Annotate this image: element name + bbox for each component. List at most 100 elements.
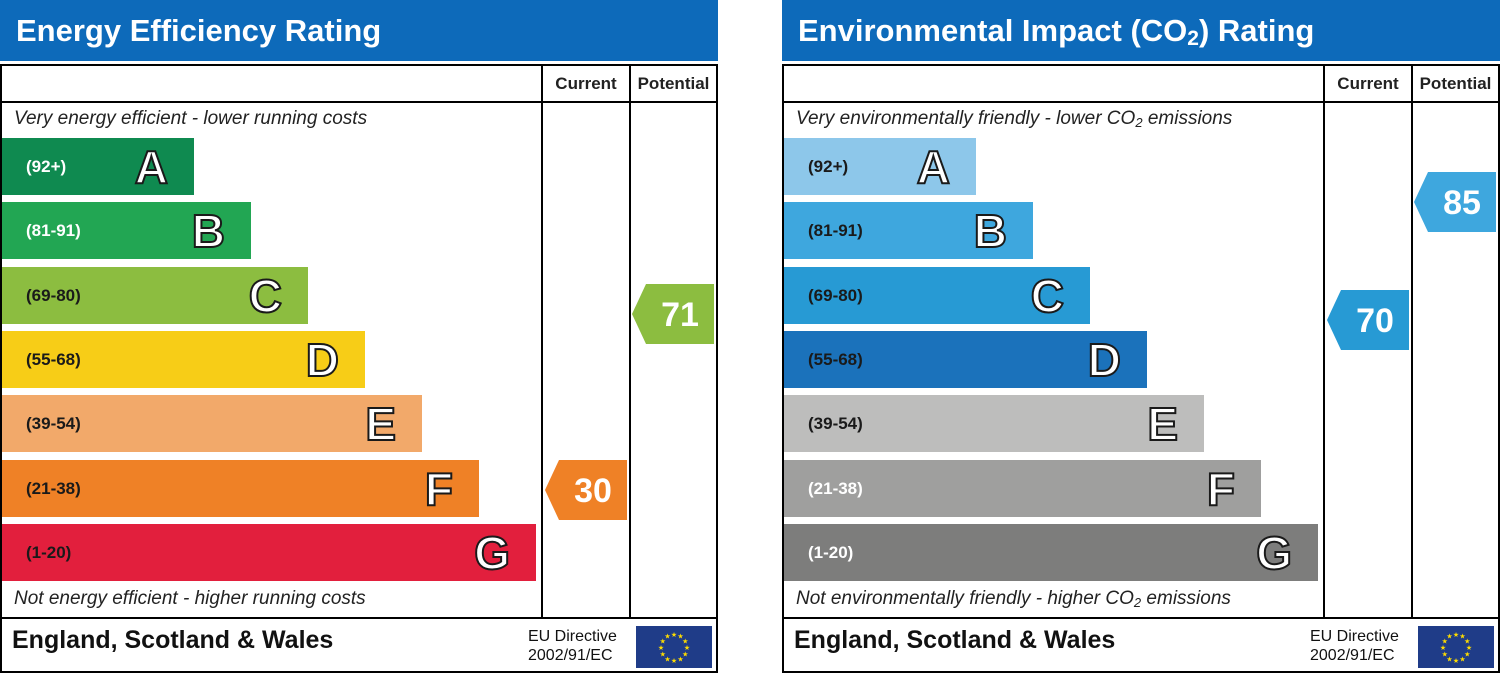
- bar-c: (69-80) C: [2, 266, 308, 324]
- eu-directive-line2: 2002/91/EC: [1310, 647, 1395, 664]
- eu-star-icon: ★: [684, 644, 690, 652]
- current-marker-arrow: [545, 459, 627, 520]
- eu-directive-line1: EU Directive: [1310, 628, 1399, 645]
- eu-star-icon: ★: [1446, 655, 1452, 663]
- bottom-note: Not energy efficient - higher running co…: [14, 588, 366, 609]
- title-end: ) Rating: [1198, 13, 1315, 48]
- potential-marker-arrow: [632, 283, 714, 344]
- eu-star-icon: ★: [1464, 638, 1470, 646]
- column-divider: [629, 64, 631, 619]
- eu-star-icon: ★: [677, 633, 683, 641]
- bar-f: (21-38) F: [2, 459, 479, 517]
- bar-range-label: (21-38): [26, 478, 81, 498]
- eu-star-icon: ★: [1453, 657, 1459, 665]
- eu-star-icon: ★: [682, 638, 688, 646]
- bar-e: (39-54) E: [2, 395, 422, 453]
- bar-range-label: (1-20): [808, 542, 854, 562]
- bar-b: (81-91) B: [2, 202, 251, 260]
- bar-range-label: (81-91): [808, 221, 863, 241]
- chart-title: Energy Efficiency Rating: [0, 0, 718, 61]
- top-note-sub: 2: [1135, 115, 1143, 130]
- bar-letter-label: A: [134, 140, 169, 194]
- bar-range-label: (55-68): [808, 349, 863, 369]
- eu-star-icon: ★: [1442, 651, 1448, 659]
- title-sub: 2: [1187, 27, 1199, 50]
- current-rating-value: 30: [574, 471, 612, 510]
- bar-letter-label: D: [1087, 333, 1122, 387]
- potential-column-header: Potential: [637, 74, 710, 93]
- eu-star-icon: ★: [1466, 644, 1472, 652]
- bar-letter-label: B: [191, 204, 226, 258]
- column-divider: [1323, 64, 1325, 619]
- eu-star-icon: ★: [1440, 644, 1446, 652]
- header-divider: [0, 101, 718, 103]
- eu-star-icon: ★: [1459, 655, 1465, 663]
- bar-c: (69-80) C: [784, 266, 1090, 324]
- bar-letter-label: D: [305, 333, 340, 387]
- title-main: Environmental Impact (CO: [798, 13, 1188, 48]
- bar-range-label: (69-80): [808, 285, 863, 305]
- current-rating-value: 70: [1356, 301, 1394, 340]
- bar-range-label: (39-54): [808, 414, 863, 434]
- bar-letter-label: E: [1146, 397, 1179, 451]
- bar-d: (55-68) D: [784, 330, 1147, 388]
- potential-column-header: Potential: [1419, 74, 1492, 93]
- bar-range-label: (92+): [808, 157, 849, 176]
- energy-efficiency-panel: Energy Efficiency Rating Current Potenti…: [0, 0, 718, 675]
- eu-star-icon: ★: [658, 644, 664, 652]
- top-note-end: emissions: [1142, 108, 1233, 129]
- bar-range-label: (55-68): [26, 349, 81, 369]
- bar-letter-label: F: [1206, 462, 1236, 516]
- bar-letter-label: C: [1030, 269, 1065, 323]
- bottom-note-sub: 2: [1133, 595, 1142, 610]
- chart-frame: [0, 64, 718, 673]
- bar-range-label: (69-80): [26, 285, 81, 305]
- bar-letter-label: C: [248, 269, 283, 323]
- potential-rating-marker: 71: [632, 283, 714, 344]
- footer-divider: [0, 617, 718, 619]
- eu-flag-icon: ★ ★ ★ ★ ★ ★ ★ ★ ★ ★ ★ ★: [636, 626, 712, 668]
- bar-range-label: (21-38): [808, 478, 863, 498]
- bar-f: (21-38) F: [784, 459, 1261, 517]
- eu-star-icon: ★: [660, 651, 666, 659]
- potential-marker-arrow: [1414, 172, 1496, 233]
- eu-star-icon: ★: [660, 638, 666, 646]
- bar-range-label: (1-20): [26, 542, 72, 562]
- bar-letter-label: G: [473, 526, 511, 580]
- footer-region: England, Scotland & Wales: [12, 626, 334, 654]
- footer-region: England, Scotland & Wales: [794, 626, 1116, 654]
- bar-letter-label: E: [364, 397, 397, 451]
- header-divider: [782, 101, 1500, 103]
- eu-star-icon: ★: [1453, 631, 1459, 639]
- bar-a: (92+) A: [784, 138, 976, 195]
- bar-letter-label: G: [1255, 526, 1293, 580]
- bar-g: (1-20) G: [2, 523, 536, 581]
- eu-directive-line1: EU Directive: [528, 628, 617, 645]
- column-divider: [1411, 64, 1413, 619]
- bar-d: (55-68) D: [2, 330, 365, 388]
- environmental-impact-panel: Environmental Impact (CO2) Rating Curren…: [782, 0, 1500, 675]
- top-note: Very environmentally friendly - lower CO…: [796, 108, 1232, 130]
- current-column-header: Current: [555, 74, 617, 93]
- column-divider: [541, 64, 543, 619]
- top-note-main: Very environmentally friendly - lower CO: [796, 108, 1136, 129]
- footer-divider: [782, 617, 1500, 619]
- potential-rating-marker: 85: [1414, 172, 1496, 233]
- eu-star-icon: ★: [1442, 638, 1448, 646]
- current-marker-arrow: [1327, 289, 1409, 350]
- eu-star-icon: ★: [664, 655, 670, 663]
- chart-title: Environmental Impact (CO2) Rating: [782, 0, 1500, 61]
- current-column-header: Current: [1337, 74, 1399, 93]
- bar-a: (92+) A: [2, 138, 194, 195]
- bar-range-label: (81-91): [26, 221, 81, 241]
- eu-star-icon: ★: [1464, 651, 1470, 659]
- eu-star-icon: ★: [1459, 633, 1465, 641]
- bar-letter-label: B: [973, 204, 1008, 258]
- eu-directive-label: EU Directive 2002/91/EC: [1310, 627, 1399, 665]
- bar-letter-label: A: [916, 140, 951, 194]
- bar-letter-label: F: [424, 462, 454, 516]
- potential-rating-value: 71: [661, 295, 699, 334]
- bar-e: (39-54) E: [784, 395, 1204, 453]
- bar-range-label: (39-54): [26, 414, 81, 434]
- eu-star-icon: ★: [1446, 633, 1452, 641]
